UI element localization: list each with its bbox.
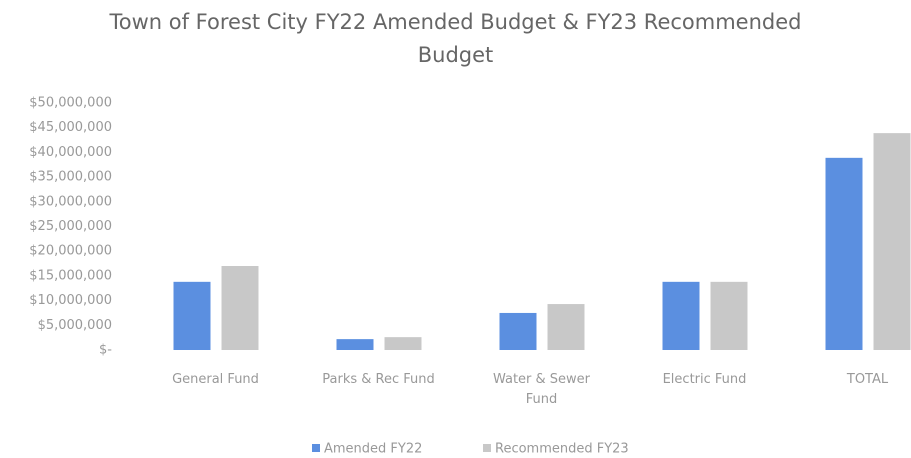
bar [547,304,585,350]
x-tick-label: Electric Fund [662,372,747,387]
bar [336,339,374,350]
title-box: Town of Forest City FY22 Amended Budget … [0,6,911,72]
y-tick-label: $5,000,000 [38,318,112,333]
bar [384,337,422,350]
y-tick-label: $35,000,000 [29,170,112,185]
legend-swatch [312,444,320,452]
y-tick-label: $50,000,000 [29,96,112,111]
x-tick-label: Water & Sewer Fund [492,372,591,407]
bar [662,281,700,350]
y-tick-label: $- [99,343,112,358]
x-tick-label: General Fund [172,372,259,387]
y-tick-label: $15,000,000 [29,268,112,283]
bar [499,312,537,350]
bar [221,266,259,350]
x-tick-label: Parks & Rec Fund [322,372,435,387]
legend-label: Recommended FY23 [495,442,629,457]
bar [710,281,748,350]
bar [173,281,211,350]
bar [825,157,863,350]
y-tick-label: $30,000,000 [29,194,112,209]
bar [873,133,911,350]
legend-swatch [483,444,491,452]
y-tick-label: $20,000,000 [29,244,112,259]
y-tick-label: $25,000,000 [29,219,112,234]
y-tick-label: $40,000,000 [29,145,112,160]
y-tick-label: $10,000,000 [29,293,112,308]
legend-label: Amended FY22 [324,442,422,457]
x-tick-label: TOTAL [846,372,889,387]
y-tick-label: $45,000,000 [29,120,112,135]
chart-title: Town of Forest City FY22 Amended Budget … [109,10,802,67]
